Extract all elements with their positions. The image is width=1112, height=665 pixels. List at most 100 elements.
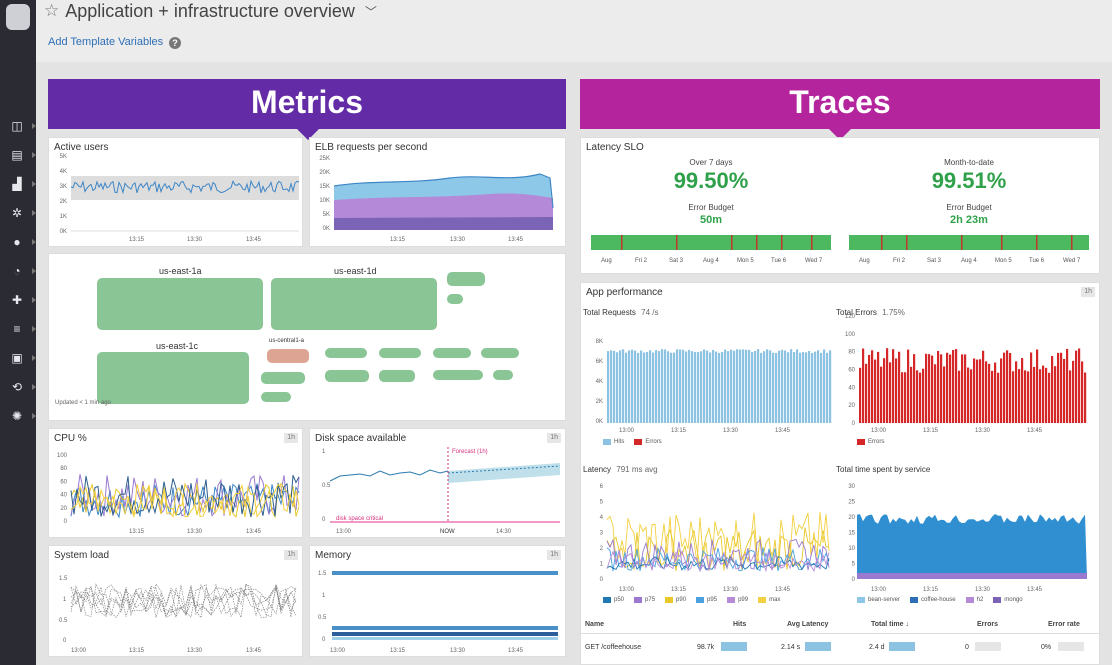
integrations-icon[interactable]: ✚ <box>11 293 36 307</box>
tick-label: 13:30 <box>187 648 203 654</box>
errors-bar <box>1036 349 1039 423</box>
errors-bar <box>1000 358 1003 423</box>
col-header-hits[interactable]: Hits <box>733 621 747 628</box>
requests-bar <box>637 352 640 423</box>
errors-bar <box>889 362 892 423</box>
tick-label: 13:45 <box>775 587 791 593</box>
error-budget-value: 2h 23m <box>950 214 988 226</box>
dashboard-icon[interactable]: ▤ <box>11 148 36 162</box>
tick-label: 13:15 <box>129 529 145 535</box>
logs-icon[interactable]: ≡ <box>10 323 36 335</box>
metrics-banner-notch <box>297 129 319 140</box>
day-label: Tue 6 <box>1029 258 1045 264</box>
day-label: Aug 4 <box>961 258 977 264</box>
legend-coffee-house: coffee-house <box>921 597 956 603</box>
host-cluster[interactable] <box>379 348 421 358</box>
errors-bar <box>1069 370 1072 423</box>
tick-label: 13:30 <box>187 237 203 243</box>
binoculars-icon[interactable]: ◫ <box>11 119 36 133</box>
tick-label: 4 <box>600 515 604 521</box>
chart-icon[interactable]: ▟ <box>10 178 36 190</box>
add-template-variables-link[interactable]: Add Template Variables <box>48 36 164 48</box>
dashboard-title[interactable]: Application + infrastructure overview <box>65 0 355 21</box>
tick-label: 15 <box>848 531 855 537</box>
host-cluster[interactable] <box>325 348 367 358</box>
requests-bar <box>793 352 796 423</box>
requests-bar <box>640 350 643 423</box>
tick-label: 0 <box>64 519 68 525</box>
host-cluster[interactable] <box>447 272 485 286</box>
requests-bar <box>781 349 784 423</box>
latency-slo-widget[interactable]: Latency SLO Over 7 days 99.50% Error Bud… <box>580 137 1100 274</box>
notebook-icon[interactable]: ▣ <box>11 351 36 365</box>
help-icon[interactable]: ? <box>169 37 181 49</box>
requests-bar <box>652 352 655 423</box>
requests-bar <box>769 350 772 423</box>
infrastructure-icon[interactable]: ✲ <box>11 206 36 220</box>
tick-label: 80 <box>848 350 855 356</box>
incident-tick <box>621 235 623 250</box>
host-cluster[interactable] <box>267 349 309 363</box>
host-cluster[interactable] <box>97 278 263 330</box>
host-cluster[interactable] <box>261 392 291 402</box>
errors-bar <box>949 354 952 423</box>
col-header-name[interactable]: Name <box>585 621 605 628</box>
host-map-widget[interactable]: us-east-1a us-east-1d us-east-1c us-cent… <box>48 253 566 421</box>
requests-bar <box>739 349 742 423</box>
load-series <box>70 583 297 619</box>
errors-bar <box>922 368 925 423</box>
disk-space-widget[interactable]: Disk space available 1h 1 0.5 0 Forecast… <box>309 428 566 538</box>
cpu-widget[interactable]: CPU % 1h 100 80 60 40 20 0 13:15 13:30 13:45 <box>48 428 303 538</box>
host-cluster[interactable] <box>379 370 415 382</box>
memory-widget[interactable]: Memory 1h 1.5 1 0.5 0 13:00 13:15 13:30 … <box>309 545 566 657</box>
error-rate-bar <box>1058 642 1084 651</box>
host-cluster[interactable] <box>493 370 513 380</box>
host-cluster[interactable] <box>97 352 249 404</box>
col-header-errors[interactable]: Errors <box>977 621 999 628</box>
slo-incident-ticks <box>621 235 1073 250</box>
system-load-widget[interactable]: System load 1h 1.5 1 0.5 0 13:00 13:15 1… <box>48 545 303 657</box>
favorite-star-icon[interactable]: ☆ <box>44 1 60 20</box>
col-header-avg-latency[interactable]: Avg Latency <box>787 621 829 628</box>
col-header-total-time[interactable]: Total time ↓ <box>871 621 909 628</box>
synthetics-icon[interactable]: ⟲ <box>11 380 36 394</box>
tick-label: 10K <box>319 198 330 204</box>
total-errors-label: Total Errors <box>836 308 877 317</box>
host-cluster[interactable] <box>261 372 305 384</box>
requests-bar <box>667 351 670 423</box>
elb-requests-widget[interactable]: ELB requests per second 25K 20K 15K 10K … <box>309 137 566 247</box>
requests-bar <box>736 349 739 423</box>
errors-bar <box>1024 370 1027 423</box>
errors-bar <box>916 370 919 423</box>
errors-legend: Errors <box>857 439 884 445</box>
host-cluster[interactable] <box>325 370 369 382</box>
host-cluster[interactable] <box>481 348 519 358</box>
host-cluster[interactable] <box>271 278 437 330</box>
incident-tick <box>781 235 783 250</box>
latency-y-axis: 6 5 4 3 2 1 0 <box>600 484 604 583</box>
latency-series <box>606 550 830 573</box>
row-errors: 0 <box>965 644 969 651</box>
requests-bar <box>823 349 826 423</box>
datadog-logo-icon[interactable] <box>6 4 30 30</box>
requests-bar <box>814 351 817 423</box>
app-performance-widget[interactable]: App performance 1h Total Requests 74 /s … <box>580 282 1100 665</box>
day-label: Sat 3 <box>927 258 942 264</box>
errors-bar <box>901 372 904 423</box>
requests-bar <box>616 352 619 423</box>
tick-label: 13:45 <box>246 648 262 654</box>
host-cluster[interactable] <box>433 348 471 358</box>
host-cluster[interactable] <box>433 370 483 380</box>
legend-h2: h2 <box>976 597 984 603</box>
active-users-widget[interactable]: Active users 5K 4K 3K 2K 1K 0K 13:15 13:… <box>48 137 303 247</box>
requests-bar <box>688 349 691 423</box>
alert-icon[interactable]: ● <box>10 236 36 248</box>
errors-bar <box>1057 352 1060 423</box>
col-header-error-rate[interactable]: Error rate <box>1048 621 1080 628</box>
gauge-icon[interactable]: ◔ <box>10 265 36 277</box>
chevron-down-icon[interactable]: ﹀ <box>364 4 377 19</box>
host-cluster[interactable] <box>447 294 463 304</box>
tick-label: 10 <box>848 546 855 552</box>
settings-icon[interactable]: ✺ <box>11 409 36 423</box>
error-budget-label: Error Budget <box>946 203 992 212</box>
